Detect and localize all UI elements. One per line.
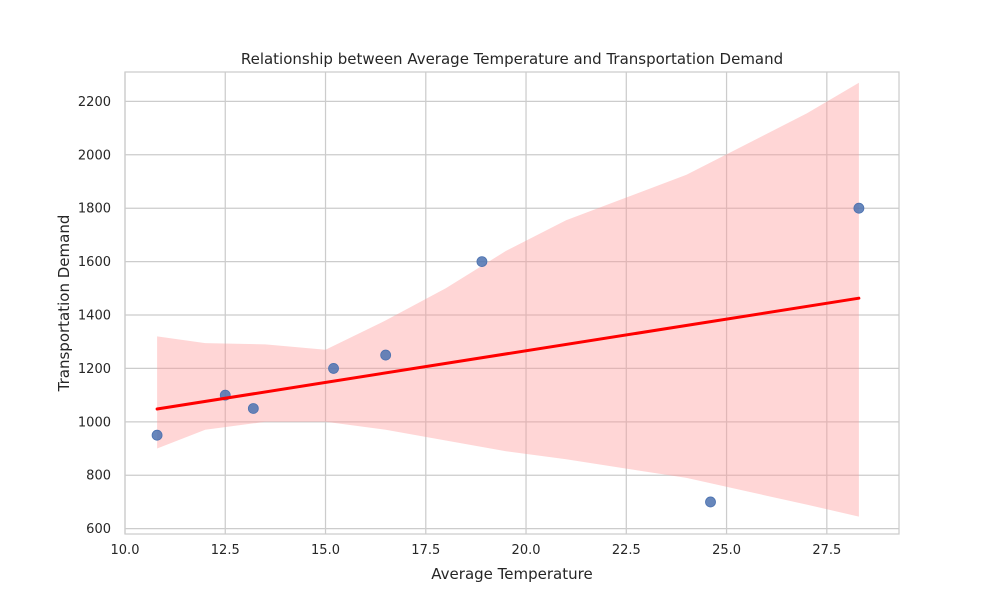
x-tick-label: 20.0 (512, 543, 541, 558)
data-point (247, 403, 259, 414)
data-point (705, 496, 716, 508)
scatter-points (151, 202, 865, 508)
data-point (151, 429, 163, 441)
x-tick-label: 25.0 (712, 543, 741, 558)
y-tick-label: 1400 (78, 309, 111, 324)
x-tick-label: 12.5 (211, 543, 240, 558)
y-tick-label: 800 (86, 469, 111, 484)
y-tick-label: 1200 (78, 362, 111, 377)
x-tick-label: 22.5 (612, 543, 641, 558)
data-point (380, 349, 392, 361)
y-tick-label: 1800 (78, 202, 111, 217)
x-tick-label: 15.0 (311, 543, 340, 558)
regression-line-path (155, 296, 861, 411)
confidence-band-area (157, 82, 859, 517)
x-axis-title: Average Temperature (431, 565, 592, 583)
x-tick-label: 27.5 (812, 543, 841, 558)
data-point (853, 202, 865, 214)
y-axis-title: Transportation Demand (55, 215, 73, 393)
x-tick-label: 17.5 (411, 543, 440, 558)
chart-title: Relationship between Average Temperature… (241, 50, 783, 68)
x-tick-label: 10.0 (111, 543, 140, 558)
regression-line (155, 296, 861, 411)
confidence-band (157, 82, 859, 517)
y-tick-label: 2000 (78, 148, 111, 163)
y-tick-labels: 600 800 1000 1200 1400 1600 1800 2000 2200 (78, 95, 111, 537)
y-tick-label: 1600 (78, 255, 111, 270)
y-tick-label: 2200 (78, 95, 111, 110)
data-point (476, 256, 488, 268)
x-tick-labels: 10.0 12.5 15.0 17.5 20.0 22.5 25.0 27.5 (111, 543, 842, 558)
y-tick-label: 600 (86, 522, 111, 537)
y-tick-label: 1000 (78, 415, 111, 430)
plot-frame (124, 71, 900, 535)
data-point (328, 363, 339, 374)
grid (124, 72, 899, 534)
